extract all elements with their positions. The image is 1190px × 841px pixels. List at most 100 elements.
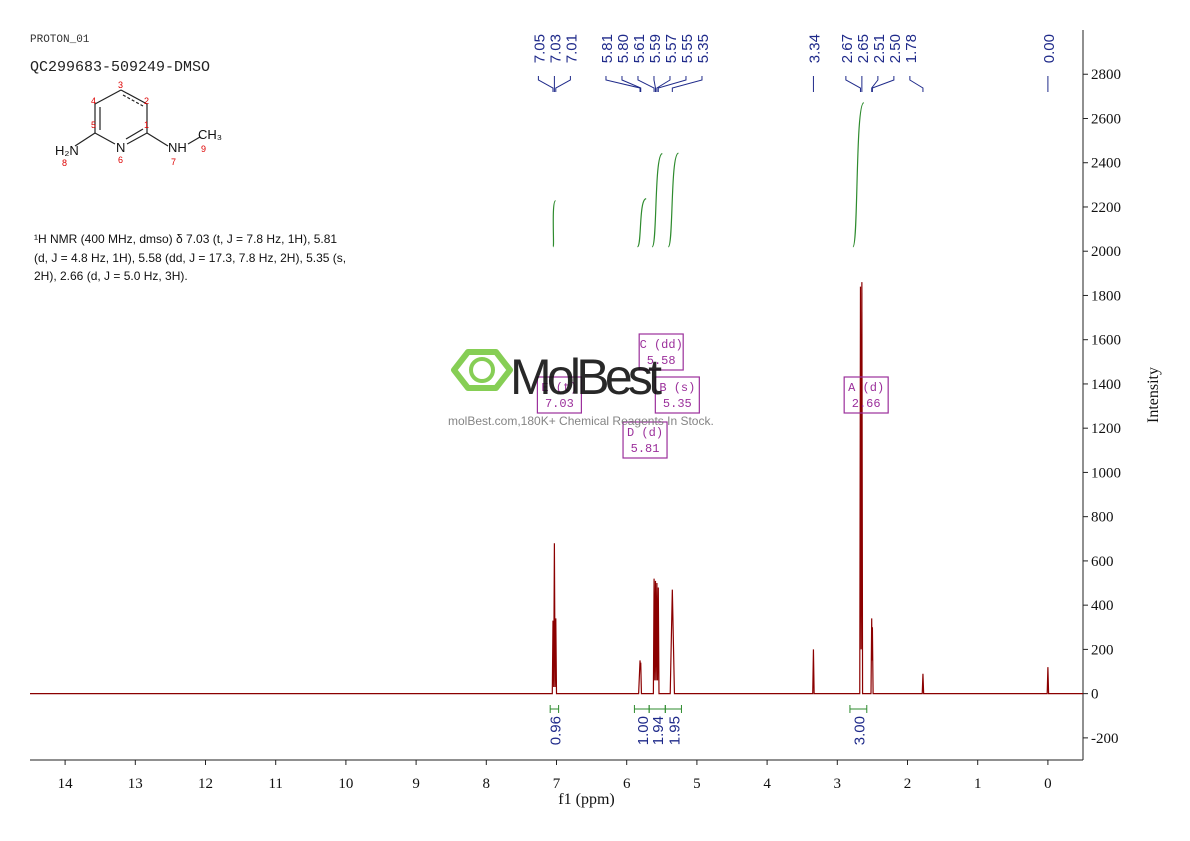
x-tick-label: 7 (553, 776, 561, 792)
multiplet-shift: 5.35 (663, 397, 692, 411)
watermark: MolBest molBest.com,180K+ Chemical Reage… (448, 349, 714, 428)
integral-curve (552, 200, 557, 248)
x-axis-label: f1 (ppm) (558, 791, 614, 808)
x-tick-label: 5 (693, 776, 701, 792)
atom-number: 6 (118, 155, 123, 165)
peak-label: 2.65 (855, 34, 872, 63)
description: ¹H NMR (400 MHz, dmso) δ 7.03 (t, J = 7.… (34, 232, 346, 283)
integral-label: 1.00 (635, 716, 652, 745)
peak-connector (671, 76, 703, 92)
y-tick-label: 200 (1091, 642, 1114, 658)
peak-label: 7.05 (531, 34, 548, 63)
multiplet-box (843, 376, 889, 414)
peak-label: 7.03 (547, 34, 564, 63)
description-line: 2H), 2.66 (d, J = 5.0 Hz, 3H). (34, 269, 188, 283)
peak-label: 5.80 (615, 34, 632, 63)
x-tick-label: 11 (268, 776, 282, 792)
peak-connector (637, 76, 655, 92)
integral-bracket (849, 705, 868, 713)
multiplet-shift: 7.03 (545, 397, 574, 411)
y-tick-label: -200 (1091, 731, 1119, 747)
x-tick-label: 10 (338, 776, 353, 792)
multiplet-box (536, 376, 582, 414)
peak-label: 7.01 (563, 34, 580, 63)
x-tick-label: 6 (623, 776, 631, 792)
integral-bracket (549, 705, 560, 713)
atom-number: 9 (201, 144, 206, 154)
peak-connector (871, 76, 879, 92)
atom-number: 8 (62, 158, 67, 168)
peak-connector (537, 76, 554, 92)
peak-connector (656, 76, 671, 92)
peak-label: 1.78 (903, 34, 920, 63)
atom-number: 2 (144, 96, 149, 106)
peak-label: 0.00 (1041, 34, 1058, 63)
multiplet-name: D (d) (627, 426, 663, 440)
peak-connector (657, 76, 687, 92)
integral-bracket (633, 705, 650, 713)
peak-label: 2.51 (871, 34, 888, 63)
y-tick-label: 1800 (1091, 288, 1121, 304)
peak-label: 2.67 (839, 34, 856, 63)
multiplet-name: B (s) (659, 381, 695, 395)
peak-connector (653, 76, 656, 92)
peak-label: 5.81 (599, 34, 616, 63)
multiplet-name: C (dd) (640, 338, 683, 352)
x-tick-label: 8 (483, 776, 491, 792)
integral-label: 0.96 (547, 716, 564, 745)
integral-label: 1.95 (666, 716, 683, 745)
y-tick-label: 600 (1091, 554, 1114, 570)
x-tick-label: 1 (974, 776, 982, 792)
x-tick-label: 3 (834, 776, 842, 792)
structure (74, 89, 201, 147)
peak-label: 5.35 (695, 34, 712, 63)
multiplet-box (638, 333, 684, 371)
integral-label: 1.94 (650, 716, 667, 745)
integral-curve (667, 152, 680, 248)
y-tick-label: 0 (1091, 687, 1099, 703)
multiplet-shift: 2.66 (852, 397, 881, 411)
multiplet-name: A (d) (848, 381, 884, 395)
peak-connector (555, 76, 571, 92)
watermark-tagline: molBest.com,180K+ Chemical Reagents In S… (448, 414, 714, 428)
x-tick-label: 0 (1044, 776, 1052, 792)
atom-label: H₂N (55, 143, 79, 158)
peak-label: 5.59 (647, 34, 664, 63)
sample-name: QC299683-509249-DMSO (30, 59, 210, 76)
peak-connector (845, 76, 861, 92)
x-tick-label: 4 (763, 776, 771, 792)
peak-label: 5.57 (663, 34, 680, 63)
plot: 14 13 12 11 10 9 8 7 6 5 4 3 2 1 0-2000200400600800100… (30, 30, 1162, 808)
structure-labels: H₂N N NH CH₃ 1 2 3 4 5 6 7 8 9 (55, 80, 222, 168)
x-tick-label: 12 (198, 776, 213, 792)
integral-bracket (648, 705, 666, 713)
atom-number: 5 (91, 120, 96, 130)
integral-label: 3.00 (851, 716, 868, 745)
y-tick-label: 1600 (1091, 333, 1121, 349)
multiplet-name: E (t) (541, 381, 577, 395)
y-tick-label: 2600 (1091, 111, 1121, 127)
peak-label: 5.61 (631, 34, 648, 63)
description-line: (d, J = 4.8 Hz, 1H), 5.58 (dd, J = 17.3,… (34, 251, 346, 265)
peak-label: 5.55 (679, 34, 696, 63)
integral-curve (651, 153, 663, 248)
integral-curve (852, 102, 865, 248)
peak-label: 2.50 (887, 34, 904, 63)
peak-connector (605, 76, 641, 92)
peak-connector (909, 76, 924, 92)
y-tick-label: 2000 (1091, 244, 1121, 260)
y-axis-label: Intensity (1145, 367, 1162, 423)
atom-number: 4 (91, 96, 96, 106)
peak-label: 3.34 (806, 34, 823, 63)
y-tick-label: 1000 (1091, 465, 1121, 481)
y-tick-label: 400 (1091, 598, 1114, 614)
peak-connector (621, 76, 642, 92)
x-tick-label: 2 (904, 776, 912, 792)
x-tick-label: 9 (412, 776, 420, 792)
multiplet-shift: 5.58 (647, 354, 676, 368)
integral-bracket (664, 705, 682, 713)
atom-number: 3 (118, 80, 123, 90)
multiplet-box (622, 421, 668, 459)
